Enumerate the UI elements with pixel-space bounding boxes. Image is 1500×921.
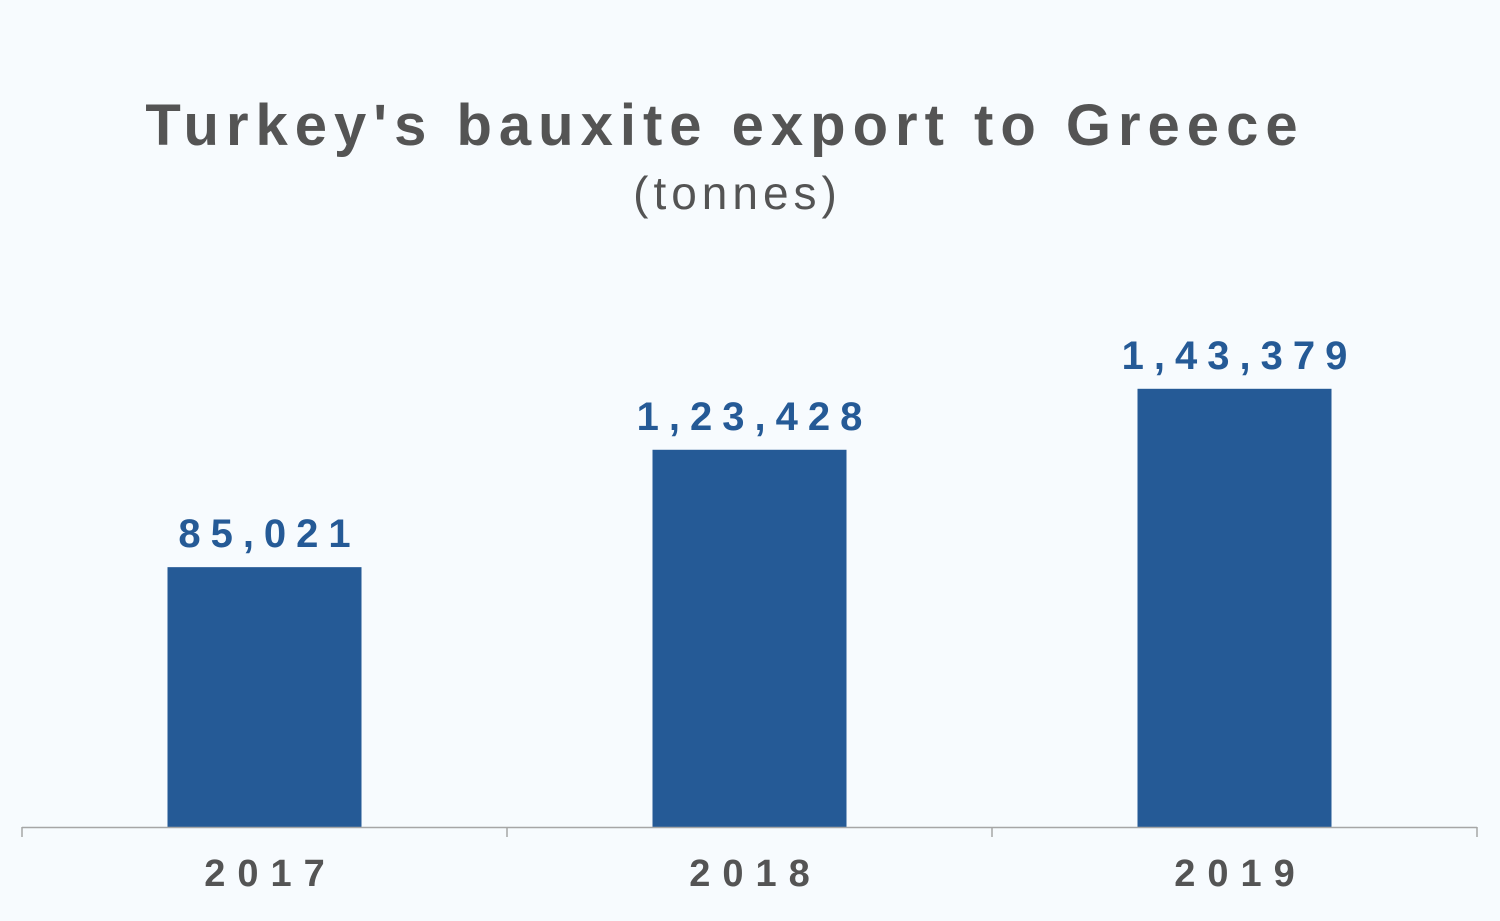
bar-2017 (167, 567, 362, 827)
chart-subtitle: (tonnes) (633, 167, 842, 219)
data-label-2019: 1,43,379 (1122, 334, 1358, 378)
data-label-2017: 85,021 (178, 512, 360, 556)
x-tick-label-2019: 2019 (1174, 853, 1307, 895)
x-tick-label-2018: 2018 (689, 853, 822, 895)
bar-2019 (1137, 388, 1332, 827)
data-label-2018: 1,23,428 (637, 395, 873, 439)
chart-title: Turkey's bauxite export to Greece (145, 93, 1305, 158)
x-tick-label-2017: 2017 (204, 853, 337, 895)
bar-2018 (652, 449, 847, 827)
